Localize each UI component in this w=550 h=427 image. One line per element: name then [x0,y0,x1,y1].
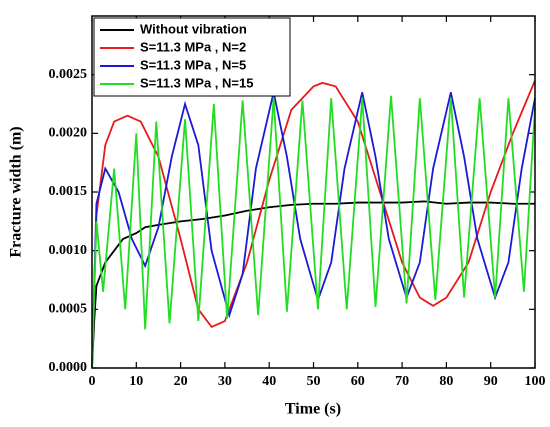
series-line [91,200,535,369]
x-tick-label: 80 [439,374,453,389]
y-tick-label: 0.0020 [49,126,88,141]
x-axis-label: Time (s) [285,401,341,418]
x-tick-label: 70 [395,374,409,389]
legend-label: Without vibration [140,21,247,36]
x-tick-label: 100 [525,374,546,389]
y-tick-label: 0.0000 [49,360,88,375]
x-tick-label: 30 [218,374,232,389]
legend-label: S=11.3 MPa , N=15 [140,75,253,90]
y-tick-label: 0.0025 [49,67,88,82]
y-axis-label: Fracture width (m) [8,126,25,257]
x-tick-label: 20 [174,374,188,389]
x-tick-label: 10 [129,374,143,389]
plot-frame [91,15,536,369]
x-tick-label: 90 [484,374,498,389]
legend-label: S=11.3 MPa , N=2 [140,39,246,54]
y-tick-label: 0.0015 [49,184,88,199]
series-line [91,80,536,369]
x-tick-label: 0 [89,374,96,389]
legend-label: S=11.3 MPa , N=5 [140,57,246,72]
x-tick-label: 50 [307,374,321,389]
y-tick-label: 0.0010 [49,243,88,258]
y-tick-label: 0.0005 [49,302,88,317]
series-line [91,95,536,369]
x-tick-label: 40 [262,374,276,389]
x-tick-label: 60 [351,374,365,389]
